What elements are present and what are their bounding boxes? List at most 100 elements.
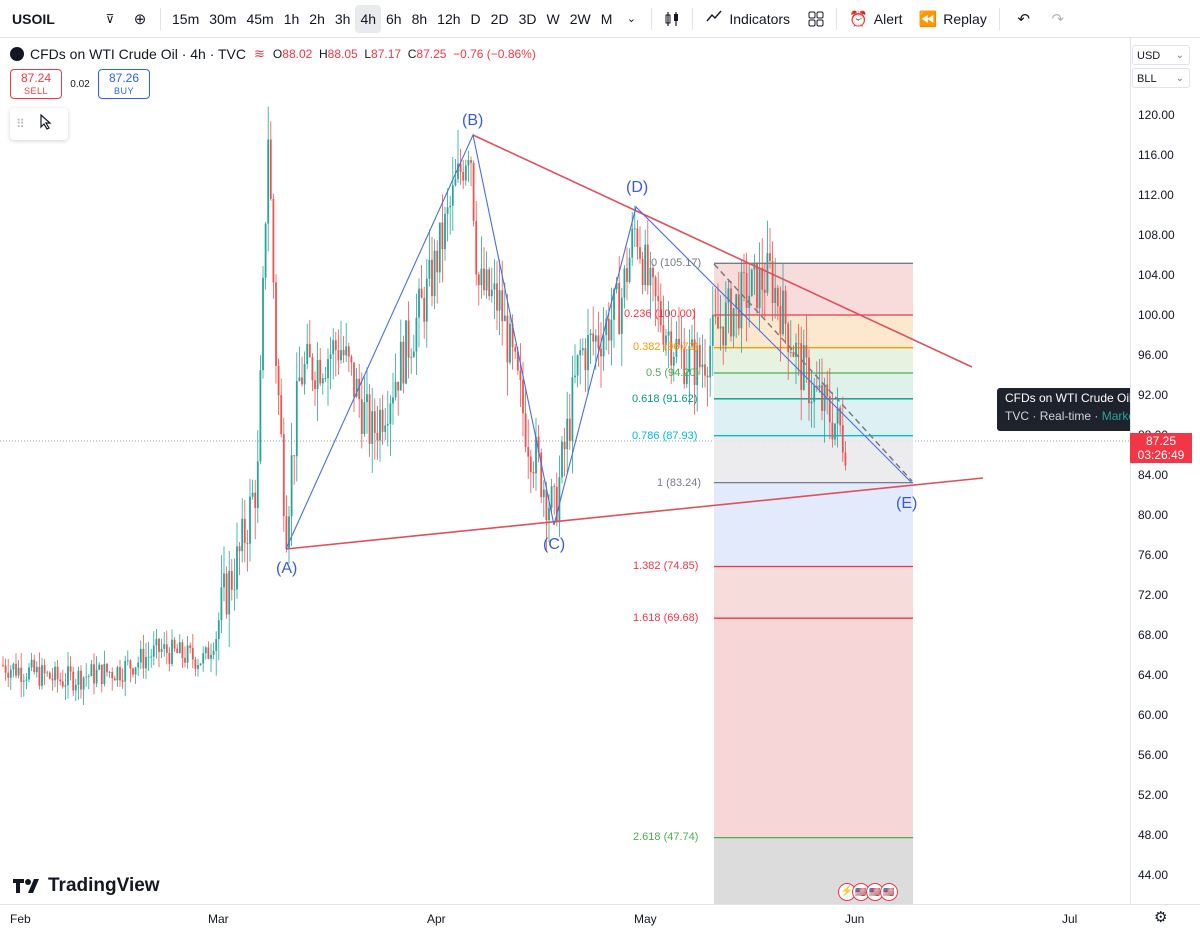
buy-button[interactable]: 87.26 BUY bbox=[98, 69, 150, 99]
candles-chart-type-icon[interactable] bbox=[658, 5, 686, 33]
sell-button[interactable]: 87.24 SELL bbox=[10, 69, 62, 99]
candle-body bbox=[696, 345, 699, 386]
candle-body bbox=[386, 423, 389, 426]
timeframe-d[interactable]: D bbox=[470, 10, 481, 27]
candle-body bbox=[290, 455, 293, 517]
timeframe-2h[interactable]: 2h bbox=[309, 10, 325, 27]
candle-body bbox=[553, 486, 556, 488]
candle-body bbox=[22, 680, 25, 682]
replay-icon: ⏪ bbox=[918, 10, 938, 28]
candle-body bbox=[171, 639, 173, 664]
price-tick-label: 60.00 bbox=[1138, 708, 1169, 722]
us-flag-event-icon[interactable]: 🇺🇸 bbox=[880, 883, 898, 901]
high-value: 88.05 bbox=[327, 47, 358, 61]
chart-pane[interactable] bbox=[0, 38, 1130, 904]
candle-body bbox=[197, 665, 199, 669]
add-symbol-icon[interactable]: ⊕ bbox=[133, 10, 147, 28]
drag-handle-icon[interactable]: ⠿ bbox=[16, 117, 25, 131]
candle-body bbox=[839, 407, 842, 426]
timeframe-12h[interactable]: 12h bbox=[437, 10, 461, 27]
layout-templates-icon[interactable] bbox=[802, 5, 830, 33]
indicators-button[interactable]: Indicators bbox=[699, 5, 796, 33]
timeframe-1h[interactable]: 1h bbox=[283, 10, 300, 27]
candle-body bbox=[358, 378, 361, 400]
candle-body bbox=[558, 477, 561, 523]
candle-body bbox=[223, 573, 225, 588]
candle-body bbox=[766, 253, 769, 293]
branding-text: TradingView bbox=[48, 875, 160, 896]
candle-body bbox=[121, 680, 124, 682]
timeframe-15m[interactable]: 15m bbox=[172, 10, 200, 27]
timeframe-2w[interactable]: 2W bbox=[569, 10, 591, 27]
timeframe-4h[interactable]: 4h bbox=[355, 4, 382, 33]
redo-icon[interactable]: ↷ bbox=[1051, 10, 1065, 28]
timeframe-2d[interactable]: 2D bbox=[490, 10, 509, 27]
floating-drawing-toolbar[interactable]: ⠿ bbox=[10, 108, 68, 140]
tradingview-mark-icon bbox=[13, 879, 39, 893]
compare-chevron-icon[interactable]: ⊽ bbox=[105, 11, 115, 26]
timeframe-45m[interactable]: 45m bbox=[246, 10, 274, 27]
candle-body bbox=[555, 486, 558, 523]
candle-body bbox=[524, 413, 527, 448]
timeframe-w[interactable]: W bbox=[546, 10, 560, 27]
cursor-arrow-icon[interactable] bbox=[39, 113, 53, 135]
candle-body bbox=[821, 385, 823, 412]
candle-body bbox=[9, 669, 12, 678]
flash-event-icon[interactable]: ⚡ bbox=[838, 883, 856, 901]
timeframe-m[interactable]: M bbox=[600, 10, 613, 27]
economic-events-icons[interactable]: ⚡ 🇺🇸 🇺🇸 🇺🇸 bbox=[838, 883, 898, 901]
candle-body bbox=[633, 228, 636, 230]
candle-body bbox=[795, 342, 797, 357]
fib-label-0: 0 (105.17) bbox=[651, 257, 702, 269]
candle-body bbox=[722, 326, 725, 346]
price-tick-label: 116.00 bbox=[1138, 148, 1174, 162]
candle-body bbox=[701, 364, 704, 368]
candle-body bbox=[600, 348, 602, 357]
candle-body bbox=[711, 314, 714, 346]
timeframe-6h[interactable]: 6h bbox=[386, 10, 402, 27]
candle-body bbox=[17, 667, 20, 676]
symbol-name[interactable]: USOIL bbox=[12, 10, 55, 27]
candle-body bbox=[665, 335, 667, 345]
currency-selector[interactable]: USD ⌄ bbox=[1132, 45, 1190, 65]
candle-body bbox=[379, 409, 381, 441]
timeframe-8h[interactable]: 8h bbox=[411, 10, 428, 27]
candle-body bbox=[438, 222, 441, 273]
candle-body bbox=[392, 397, 394, 404]
candle-body bbox=[756, 262, 758, 309]
candle-body bbox=[771, 261, 774, 304]
fib-zone bbox=[714, 435, 913, 483]
candle-body bbox=[204, 647, 207, 654]
chart-legend: CFDs on WTI Crude Oil · 4h · TVC ≋ O88.0… bbox=[10, 46, 536, 62]
timeframe-3d[interactable]: 3D bbox=[518, 10, 537, 27]
candle-body bbox=[262, 277, 264, 371]
replay-button[interactable]: ⏪ Replay bbox=[913, 5, 993, 33]
candle-body bbox=[740, 271, 743, 329]
candle-body bbox=[628, 257, 631, 283]
alert-button[interactable]: ⏰ Alert bbox=[843, 5, 908, 33]
close-value: 87.25 bbox=[416, 47, 447, 61]
candle-body bbox=[259, 370, 262, 462]
candle-body bbox=[436, 250, 439, 273]
candle-body bbox=[818, 385, 821, 389]
symbol-search[interactable]: USOIL ⊽ bbox=[6, 5, 124, 33]
timeframe-3h[interactable]: 3h bbox=[334, 10, 351, 27]
undo-icon[interactable]: ↶ bbox=[1017, 10, 1031, 28]
candle-body bbox=[54, 666, 56, 681]
price-chart[interactable] bbox=[0, 38, 1130, 904]
candle-body bbox=[220, 587, 223, 621]
candle-body bbox=[267, 139, 270, 224]
unit-selector[interactable]: BLL ⌄ bbox=[1132, 68, 1190, 88]
time-axis[interactable]: Feb Mar Apr May Jun Jul bbox=[0, 904, 1200, 932]
candle-body bbox=[342, 350, 345, 356]
gear-icon[interactable]: ⚙ bbox=[1154, 909, 1168, 926]
indicators-icon bbox=[705, 8, 723, 30]
timeframe-30m[interactable]: 30m bbox=[209, 10, 237, 27]
candle-body bbox=[737, 294, 740, 329]
candle-body bbox=[321, 378, 324, 384]
timeframe-dropdown-chevron-icon[interactable]: ⌄ bbox=[626, 13, 636, 25]
price-axis[interactable] bbox=[1130, 38, 1200, 904]
candle-body bbox=[607, 318, 610, 341]
candle-body bbox=[636, 228, 639, 248]
dot-separator: · bbox=[1094, 409, 1102, 423]
